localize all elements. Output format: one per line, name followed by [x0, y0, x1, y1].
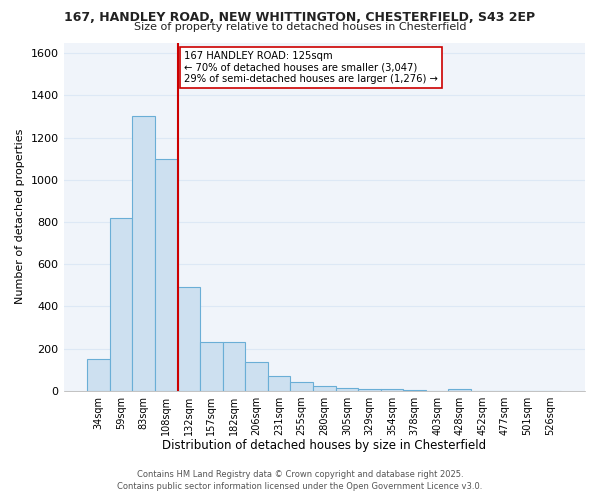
Bar: [178, 288, 200, 391]
Bar: [403, 390, 426, 391]
Bar: [200, 342, 223, 391]
Bar: [133, 116, 155, 391]
Bar: [245, 362, 268, 391]
X-axis label: Distribution of detached houses by size in Chesterfield: Distribution of detached houses by size …: [162, 440, 487, 452]
Bar: [268, 376, 290, 391]
Bar: [313, 386, 335, 391]
Bar: [223, 342, 245, 391]
Bar: [335, 388, 358, 391]
Bar: [290, 382, 313, 391]
Text: Size of property relative to detached houses in Chesterfield: Size of property relative to detached ho…: [134, 22, 466, 32]
Text: 167, HANDLEY ROAD, NEW WHITTINGTON, CHESTERFIELD, S43 2EP: 167, HANDLEY ROAD, NEW WHITTINGTON, CHES…: [64, 11, 536, 24]
Text: Contains HM Land Registry data © Crown copyright and database right 2025.
Contai: Contains HM Land Registry data © Crown c…: [118, 470, 482, 491]
Text: 167 HANDLEY ROAD: 125sqm
← 70% of detached houses are smaller (3,047)
29% of sem: 167 HANDLEY ROAD: 125sqm ← 70% of detach…: [184, 51, 438, 84]
Bar: [358, 389, 381, 391]
Bar: [110, 218, 133, 391]
Bar: [381, 390, 403, 391]
Bar: [448, 390, 471, 391]
Y-axis label: Number of detached properties: Number of detached properties: [15, 129, 25, 304]
Bar: [155, 158, 178, 391]
Bar: [87, 360, 110, 391]
